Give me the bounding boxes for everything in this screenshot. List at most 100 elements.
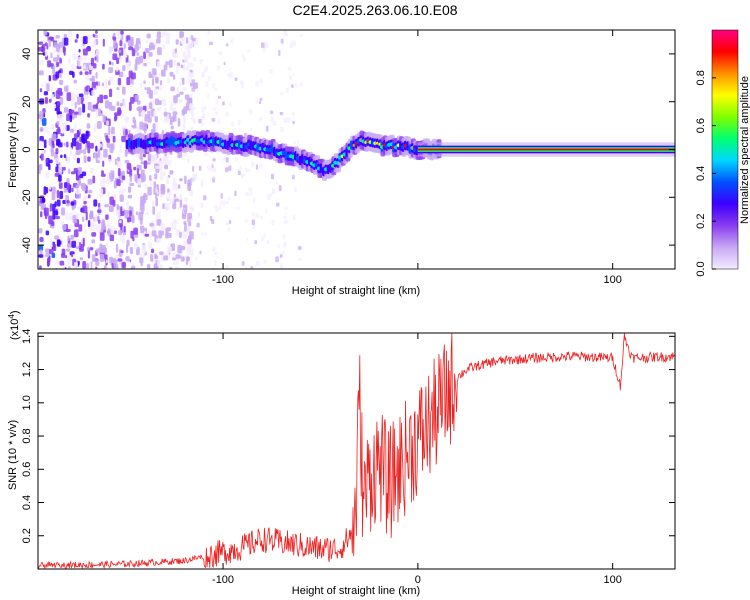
spectrogram-noise-cell <box>195 256 199 260</box>
spectrogram-noise-cell <box>283 219 288 224</box>
spectrogram-noise-cell <box>94 56 97 61</box>
spectrogram-noise-cell <box>173 59 177 66</box>
spectrogram-noise-cell <box>176 66 179 75</box>
spectrogram-noise-cell <box>61 252 66 259</box>
spectrogram-noise-cell <box>78 128 82 133</box>
spectrogram-noise-cell <box>70 201 75 206</box>
spectrogram-noise-cell <box>180 245 186 251</box>
spectrogram-noise-cell <box>146 264 151 269</box>
spectrogram-noise-cell <box>280 127 284 133</box>
spectrogram-noise-cell <box>51 133 57 142</box>
spectrogram-noise-cell <box>297 139 300 144</box>
spectrogram-noise-cell <box>38 164 42 169</box>
spectrogram-noise-cell <box>225 157 229 163</box>
spectrogram-noise-cell <box>84 71 89 75</box>
spectrogram-noise-cell <box>179 231 182 239</box>
spectrogram-noise-cell <box>112 53 118 61</box>
colorbar-label: Normalized spectral amplitude <box>739 76 750 224</box>
spectrogram-noise-cell <box>81 184 87 191</box>
spectrogram-noise-cell <box>67 156 70 164</box>
spectrogram-noise-cell <box>66 113 70 122</box>
spectrogram-noise-cell <box>128 46 134 51</box>
spectrogram-noise-cell <box>40 152 44 161</box>
spectrogram-noise-cell <box>207 75 211 82</box>
spectrogram-noise-cell <box>228 102 232 107</box>
spectrogram-noise-cell <box>38 41 44 45</box>
spectrogram-noise-cell <box>103 95 108 100</box>
spectrogram-cells <box>38 30 675 269</box>
spectrogram-noise-cell <box>208 41 213 46</box>
spectrogram-noise-cell <box>214 206 218 213</box>
colorbar-tick-label: 0.6 <box>695 118 707 133</box>
spectrogram-noise-cell <box>127 194 133 199</box>
spectrogram-noise-cell <box>218 204 221 211</box>
spectrogram-noise-cell <box>76 65 82 70</box>
spectrogram-noise-cell <box>169 266 173 269</box>
spectrogram-noise-cell <box>105 214 109 220</box>
spectrogram-noise-cell <box>168 160 171 167</box>
spectrogram-noise-cell <box>44 80 47 88</box>
spectrogram-noise-cell <box>117 258 123 262</box>
spectrogram-noise-cell <box>69 225 74 229</box>
spectrogram-noise-cell <box>45 248 50 258</box>
spectrogram-noise-cell <box>130 72 136 80</box>
spectrogram-noise-cell <box>225 111 229 117</box>
spectrogram-noise-cell <box>50 86 53 92</box>
spectrogram-noise-cell <box>279 111 284 116</box>
spectrogram-noise-cell <box>66 92 72 101</box>
spectrogram-noise-cell <box>68 30 73 38</box>
spectrogram-noise-cell <box>108 60 112 65</box>
spectrogram-noise-cell <box>213 175 216 180</box>
spectrogram-noise-cell <box>185 45 189 51</box>
spectrogram-noise-cell <box>131 265 136 269</box>
spectrogram-noise-cell <box>105 242 109 248</box>
spectrogram-noise-cell <box>59 57 62 64</box>
spectrogram-noise-cell <box>99 232 105 241</box>
spectrogram-noise-cell <box>173 95 178 104</box>
spectrogram-noise-cell <box>155 165 160 169</box>
spectrogram-noise-cell <box>188 98 193 105</box>
spectrogram-noise-cell <box>137 106 143 112</box>
spectrogram-noise-cell <box>109 144 114 154</box>
spectrogram-noise-cell <box>59 190 63 200</box>
spectrogram-noise-cell <box>142 122 148 131</box>
spectrogram-noise-cell <box>143 160 148 169</box>
spectrogram-noise-cell <box>96 209 102 213</box>
spectrogram-noise-cell <box>57 142 63 148</box>
spectrogram-noise-cell <box>145 211 150 216</box>
spectrogram-noise-cell <box>246 237 249 242</box>
spectrogram-noise-cell <box>38 70 44 76</box>
spectrogram-noise-cell <box>185 66 190 71</box>
spectrogram-noise-cell <box>129 83 133 88</box>
spectrogram-noise-cell <box>154 98 159 106</box>
spectrogram-noise-cell <box>48 39 51 47</box>
snr-y-tick-label: 0.4 <box>21 495 33 510</box>
spectrogram-noise-cell <box>91 239 95 244</box>
spectrogram-noise-cell <box>156 238 161 244</box>
spectrogram-noise-cell <box>148 174 152 181</box>
spectrogram-noise-cell <box>183 115 186 125</box>
spectrogram-noise-cell <box>271 219 275 226</box>
spectrogram-noise-cell <box>89 142 94 149</box>
spectrogram-noise-cell <box>42 251 47 255</box>
spectrogram-noise-cell <box>61 207 65 216</box>
spectrogram-noise-cell <box>167 232 172 239</box>
spectrogram-noise-cell <box>190 35 194 41</box>
snr-y-tick-label: 1.4 <box>21 329 33 344</box>
spectrogram-noise-cell <box>133 242 138 250</box>
spectrogram-noise-cell <box>60 154 63 159</box>
spectrogram-noise-cell <box>52 203 56 213</box>
spectrogram-noise-cell <box>202 113 206 118</box>
spectrogram-noise-cell <box>252 224 256 230</box>
spectrogram-noise-cell <box>98 143 102 148</box>
spectrogram-noise-cell <box>149 102 153 110</box>
spectrogram-noise-cell <box>117 156 121 162</box>
snr-y-tick-label: 0.2 <box>21 528 33 543</box>
spectrogram-noise-cell <box>180 256 185 262</box>
spectrogram-noise-cell <box>90 108 96 112</box>
spectrogram-noise-cell <box>158 230 162 239</box>
spectrogram-noise-cell <box>114 114 118 120</box>
spectrogram-noise-cell <box>126 62 132 70</box>
spectrogram-noise-cell <box>130 96 135 104</box>
spectrogram-noise-cell <box>230 38 234 44</box>
